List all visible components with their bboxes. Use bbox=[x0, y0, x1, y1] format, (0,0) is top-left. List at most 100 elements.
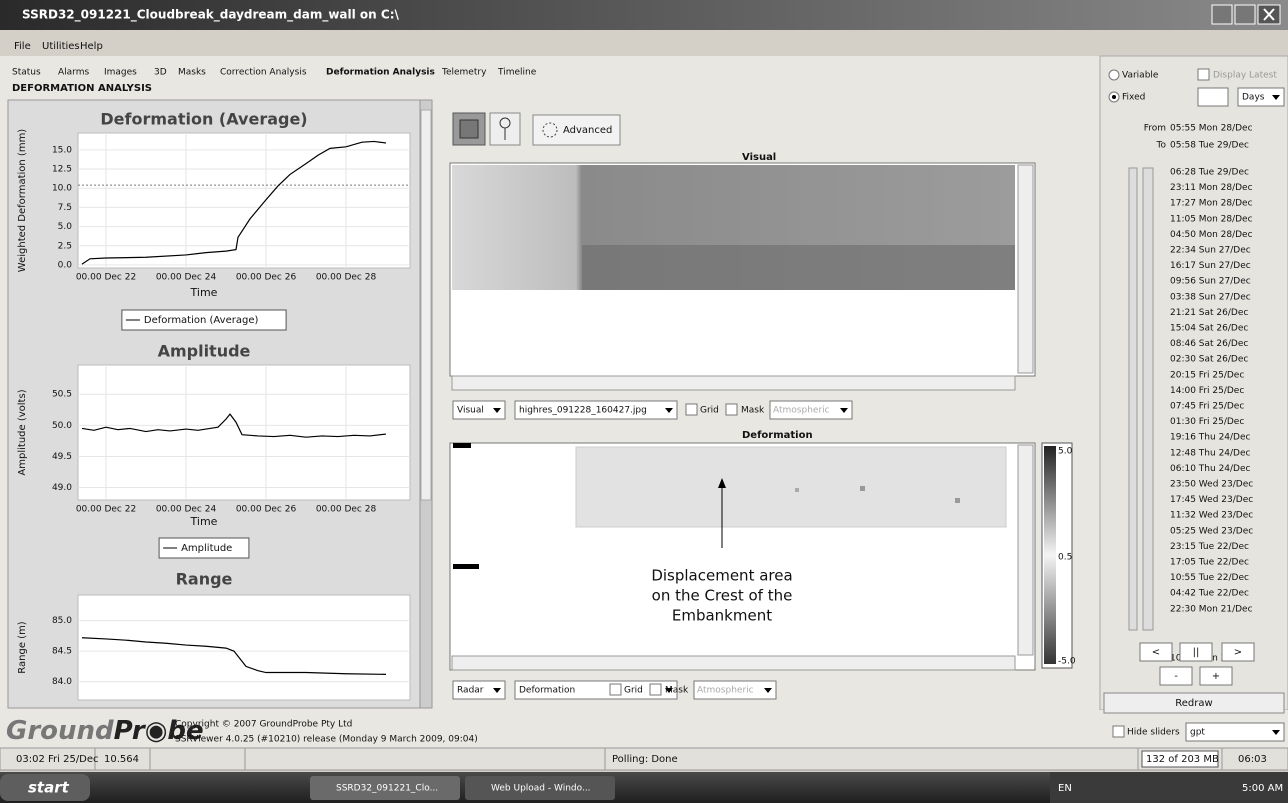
logo-o: ◉ bbox=[145, 716, 168, 746]
slider-track[interactable] bbox=[1129, 168, 1137, 630]
x-tick-label: 00.00 Dec 22 bbox=[76, 505, 136, 515]
checkbox[interactable] bbox=[650, 684, 661, 695]
scan-time[interactable]: 03:38 Sun 27/Dec bbox=[1170, 292, 1251, 302]
deformation-hscroll[interactable] bbox=[452, 656, 1015, 670]
marker bbox=[453, 443, 471, 448]
x-tick-label: 00.00 Dec 26 bbox=[236, 505, 297, 515]
scan-time[interactable]: 06:10 Thu 24/Dec bbox=[1170, 464, 1251, 474]
scan-time[interactable]: 17:27 Mon 28/Dec bbox=[1170, 199, 1253, 209]
scan-time[interactable]: 17:05 Tue 22/Dec bbox=[1170, 558, 1249, 568]
y-tick-label: 2.5 bbox=[58, 241, 72, 251]
y-axis-label: Amplitude (volts) bbox=[17, 389, 28, 475]
scan-time[interactable]: 22:34 Sun 27/Dec bbox=[1170, 246, 1251, 256]
menu-item[interactable]: Utilities bbox=[42, 41, 80, 52]
scan-time[interactable]: 06:28 Tue 29/Dec bbox=[1170, 168, 1249, 178]
scan-time[interactable]: 01:30 Fri 25/Dec bbox=[1170, 417, 1244, 427]
scan-time[interactable]: 02:30 Sat 26/Dec bbox=[1170, 355, 1248, 365]
scan-time[interactable]: 10:55 Tue 22/Dec bbox=[1170, 573, 1249, 583]
status-time: 03:02 Fri 25/Dec bbox=[16, 754, 99, 765]
y-tick-label: 15.0 bbox=[52, 145, 72, 155]
x-tick-label: 00.00 Dec 22 bbox=[76, 273, 136, 283]
dropdown-value: Radar bbox=[457, 686, 484, 696]
scan-time[interactable]: 23:50 Wed 23/Dec bbox=[1170, 480, 1253, 490]
tab[interactable]: Alarms bbox=[58, 68, 89, 78]
scan-time[interactable]: 11:32 Wed 23/Dec bbox=[1170, 511, 1253, 521]
spinner[interactable] bbox=[1198, 88, 1228, 106]
radio[interactable] bbox=[1109, 70, 1119, 80]
radio-label: Variable bbox=[1122, 71, 1159, 81]
tab[interactable]: Status bbox=[12, 68, 41, 78]
checkbox[interactable] bbox=[726, 404, 737, 415]
checkbox[interactable] bbox=[686, 404, 697, 415]
minimize-button[interactable] bbox=[1212, 5, 1232, 24]
radio-label: Fixed bbox=[1122, 93, 1145, 103]
scan-time[interactable]: 05:25 Wed 23/Dec bbox=[1170, 526, 1253, 536]
logo-part: Pr bbox=[114, 716, 147, 746]
scan-time[interactable]: 04:42 Tue 22/Dec bbox=[1170, 589, 1249, 599]
advanced-label: Advanced bbox=[563, 125, 612, 136]
scan-time[interactable]: 22:30 Mon 21/Dec bbox=[1170, 604, 1253, 614]
plot-area bbox=[78, 595, 410, 700]
scan-time[interactable]: 07:45 Fri 25/Dec bbox=[1170, 402, 1244, 412]
scan-time[interactable]: 17:45 Wed 23/Dec bbox=[1170, 495, 1253, 505]
scan-time[interactable]: 14:00 Fri 25/Dec bbox=[1170, 386, 1244, 396]
deformation-vscroll[interactable] bbox=[1018, 445, 1033, 655]
tab[interactable]: Timeline bbox=[497, 68, 537, 78]
tab[interactable]: Deformation Analysis bbox=[326, 68, 435, 78]
scan-time[interactable]: 12:48 Thu 24/Dec bbox=[1170, 448, 1251, 458]
checkbox-label: Grid bbox=[700, 406, 719, 416]
checkbox[interactable] bbox=[1198, 69, 1209, 80]
x-tick-label: 00.00 Dec 28 bbox=[316, 505, 377, 515]
tab[interactable]: Telemetry bbox=[441, 68, 487, 78]
maximize-button[interactable] bbox=[1235, 5, 1255, 24]
scan-time[interactable]: 16:17 Sun 27/Dec bbox=[1170, 261, 1251, 271]
tab[interactable]: Images bbox=[104, 68, 137, 78]
checkbox-label: Mask bbox=[741, 406, 765, 416]
annotation: Embankment bbox=[672, 607, 772, 625]
scan-time[interactable]: 23:15 Tue 22/Dec bbox=[1170, 542, 1249, 552]
checkbox[interactable] bbox=[610, 684, 621, 695]
menu-item[interactable]: File bbox=[14, 41, 31, 52]
x-tick-label: 00.00 Dec 24 bbox=[156, 505, 217, 515]
scan-time[interactable]: 20:15 Fri 25/Dec bbox=[1170, 370, 1244, 380]
time-button-label: || bbox=[1193, 647, 1200, 658]
y-tick-label: 10.0 bbox=[52, 184, 72, 194]
y-tick-label: 50.0 bbox=[52, 421, 72, 431]
checkbox[interactable] bbox=[1113, 726, 1124, 737]
y-tick-label: 84.5 bbox=[52, 647, 72, 657]
chart-title: Amplitude bbox=[158, 342, 251, 361]
speckle bbox=[955, 498, 960, 503]
scan-time[interactable]: 11:05 Mon 28/Dec bbox=[1170, 214, 1253, 224]
tab[interactable]: Masks bbox=[178, 68, 206, 78]
scan-time[interactable]: 21:21 Sat 26/Dec bbox=[1170, 308, 1248, 318]
scan-time[interactable]: 08:46 Sat 26/Dec bbox=[1170, 339, 1248, 349]
legend-label: Amplitude bbox=[181, 543, 232, 554]
scroll-thumb[interactable] bbox=[421, 110, 431, 500]
visual-vscroll[interactable] bbox=[1018, 165, 1033, 373]
slider-track[interactable] bbox=[1143, 168, 1153, 630]
scan-time[interactable]: 23:11 Mon 28/Dec bbox=[1170, 183, 1253, 193]
y-tick-label: 7.5 bbox=[58, 203, 72, 213]
tab[interactable]: Correction Analysis bbox=[220, 68, 307, 78]
visual-hscroll[interactable] bbox=[452, 376, 1015, 390]
tab[interactable]: 3D bbox=[154, 68, 167, 78]
start-label: start bbox=[28, 779, 70, 797]
y-tick-label: 0.0 bbox=[58, 260, 73, 270]
scan-time[interactable]: 09:56 Sun 27/Dec bbox=[1170, 277, 1251, 287]
dropdown-value: Atmospheric bbox=[773, 406, 830, 416]
menu-item[interactable]: Help bbox=[80, 41, 103, 52]
scan-time[interactable]: 04:50 Mon 28/Dec bbox=[1170, 230, 1253, 240]
y-axis-label: Weighted Deformation (mm) bbox=[17, 129, 28, 273]
legend-label: Deformation (Average) bbox=[144, 315, 259, 326]
to-label: To bbox=[1156, 141, 1167, 151]
task-label: SSRD32_091221_Clo... bbox=[336, 784, 438, 794]
y-tick-label: 12.5 bbox=[52, 165, 72, 175]
chart-title: Range bbox=[176, 570, 233, 589]
y-tick-label: 49.0 bbox=[52, 483, 72, 493]
scan-time[interactable]: 19:16 Thu 24/Dec bbox=[1170, 433, 1251, 443]
section-title: DEFORMATION ANALYSIS bbox=[12, 83, 152, 94]
chart-title: Deformation (Average) bbox=[100, 110, 307, 129]
status-memory: 132 of 203 MB bbox=[1146, 754, 1219, 765]
scan-time[interactable]: 15:04 Sat 26/Dec bbox=[1170, 324, 1248, 334]
y-axis-label: Range (m) bbox=[17, 621, 28, 674]
